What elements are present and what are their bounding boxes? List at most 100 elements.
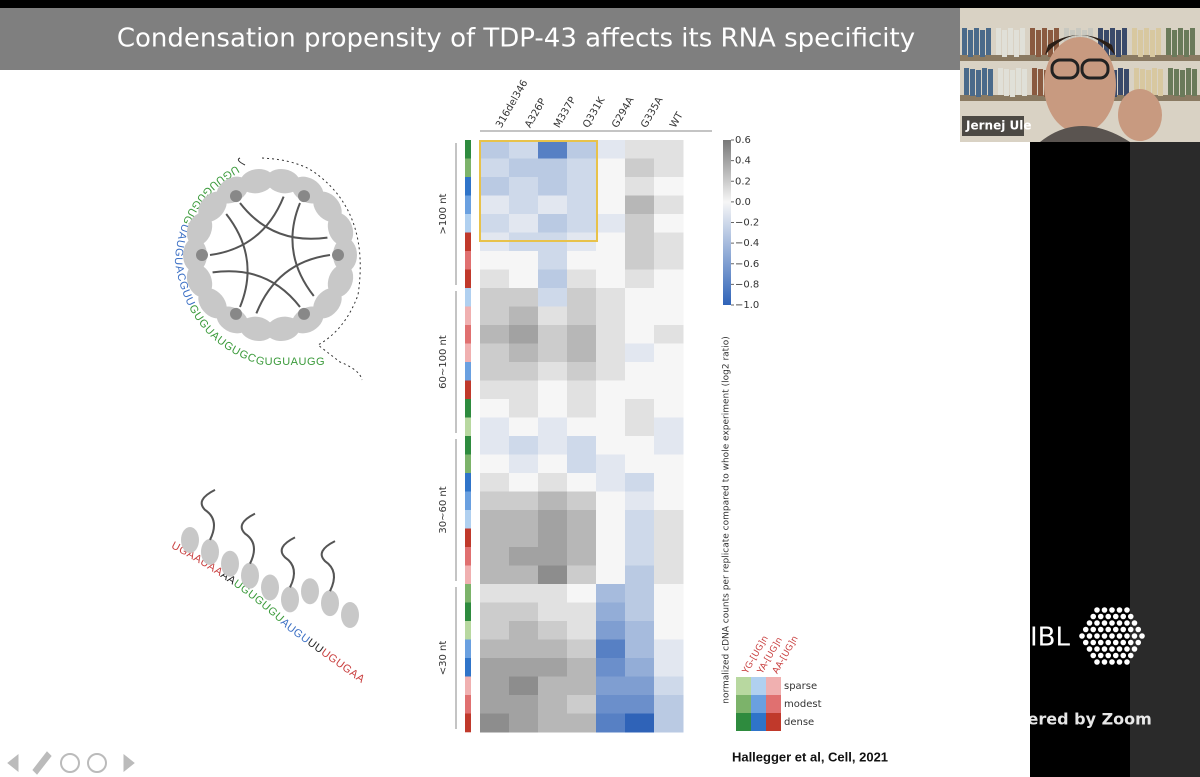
row-annotation — [465, 621, 471, 640]
heatmap-cell — [596, 584, 626, 603]
logo-dot — [1116, 607, 1123, 613]
logo-dot — [1105, 639, 1112, 646]
logo-dot — [1112, 639, 1119, 646]
heatmap-cell — [509, 269, 539, 289]
heatmap-cell — [596, 658, 626, 677]
heatmap-cell — [567, 325, 597, 344]
heatmap-cell — [509, 343, 539, 363]
book — [1118, 68, 1123, 95]
heatmap-cell — [480, 658, 510, 677]
protein-domain — [298, 307, 310, 320]
row-annotation — [465, 602, 471, 622]
logo-dot — [1094, 633, 1100, 639]
row-annotation — [465, 658, 471, 677]
glasses — [1050, 58, 1080, 80]
logo-dot — [1090, 652, 1097, 659]
heatmap-cell — [509, 417, 539, 437]
logo-dot — [1105, 626, 1112, 633]
row-annotation — [465, 417, 471, 437]
logo-dot — [1097, 639, 1104, 646]
heatmap-cell — [654, 676, 684, 696]
logo-dot — [1135, 639, 1142, 646]
heatmap-cell — [509, 547, 539, 566]
citation: Hallegger et al, Cell, 2021 — [732, 749, 888, 764]
heatmap-cell — [509, 251, 539, 270]
heatmap-cell — [509, 306, 539, 326]
heatmap-cell — [538, 158, 568, 178]
book — [1134, 68, 1139, 95]
colorbar-tick-label: −0.2 — [735, 218, 759, 229]
row-annotation — [465, 325, 471, 344]
heatmap-cell — [596, 251, 626, 270]
disordered-region — [320, 540, 336, 592]
menu-button[interactable] — [60, 753, 80, 773]
protein-bead — [341, 602, 359, 628]
row-group-label: >100 nt — [438, 193, 449, 234]
book — [1178, 28, 1183, 55]
heatmap-cell — [625, 325, 655, 344]
heatmap-cell — [654, 436, 684, 455]
heatmap-cell — [538, 343, 568, 363]
prev-button[interactable] — [7, 753, 19, 773]
logo-dot — [1109, 607, 1115, 613]
logo-dot — [1090, 626, 1097, 633]
row-annotation — [465, 436, 471, 455]
book — [976, 70, 981, 97]
heatmap-cell — [625, 510, 655, 529]
disordered-region — [239, 202, 328, 240]
nav-controls[interactable] — [7, 751, 135, 775]
disordered-region — [225, 213, 249, 308]
heatmap-cell — [480, 399, 510, 418]
heatmap-cell — [596, 417, 626, 437]
heatmap-cell — [596, 140, 626, 159]
book — [988, 69, 993, 96]
heatmap-cell — [625, 436, 655, 455]
heatmap-cell — [625, 621, 655, 640]
heatmap-cell — [538, 288, 568, 307]
heatmap-cell — [567, 288, 597, 307]
logo-dot — [1120, 613, 1127, 620]
heatmap-cell — [567, 621, 597, 640]
book — [998, 68, 1003, 95]
heatmap-cell — [567, 695, 597, 714]
heatmap-cell — [596, 232, 626, 252]
heatmap-cell — [480, 436, 510, 455]
heatmap-cell — [596, 362, 626, 381]
legend-swatch — [751, 713, 766, 731]
heatmap-cell — [567, 473, 597, 492]
glasses — [1080, 58, 1110, 80]
heatmap-cell — [538, 306, 568, 326]
heatmap-cell — [654, 528, 684, 548]
pen-button[interactable] — [32, 751, 52, 775]
heatmap-cell — [596, 639, 626, 659]
logo-dot — [1090, 613, 1097, 620]
heatmap-cell — [625, 140, 655, 159]
book — [1004, 69, 1009, 96]
protein-domain — [230, 190, 242, 203]
colorbar-tick-label: 0.6 — [735, 135, 751, 146]
heatmap-cell — [480, 380, 510, 400]
heatmap-cell — [596, 177, 626, 196]
more-button[interactable] — [87, 753, 107, 773]
heatmap-cell — [596, 695, 626, 714]
row-annotation — [465, 343, 471, 363]
heatmap-cell — [509, 713, 539, 733]
disordered-region — [291, 202, 315, 297]
heatmap-cell — [596, 343, 626, 363]
heatmap-cell — [625, 454, 655, 474]
heatmap-cell — [480, 676, 510, 696]
disordered-region — [255, 254, 331, 314]
protein-bead — [183, 238, 207, 272]
row-annotation — [465, 565, 471, 585]
colorbar-tick-label: 0.2 — [735, 176, 751, 187]
heatmap-cell — [480, 639, 510, 659]
protein-bead — [240, 168, 274, 194]
heatmap-cell — [538, 325, 568, 344]
heatmap-cell — [480, 362, 510, 381]
logo-dot — [1120, 626, 1127, 633]
disordered-region — [280, 536, 296, 588]
next-button[interactable] — [123, 753, 135, 773]
book — [1002, 30, 1007, 57]
heatmap-cell — [625, 491, 655, 511]
